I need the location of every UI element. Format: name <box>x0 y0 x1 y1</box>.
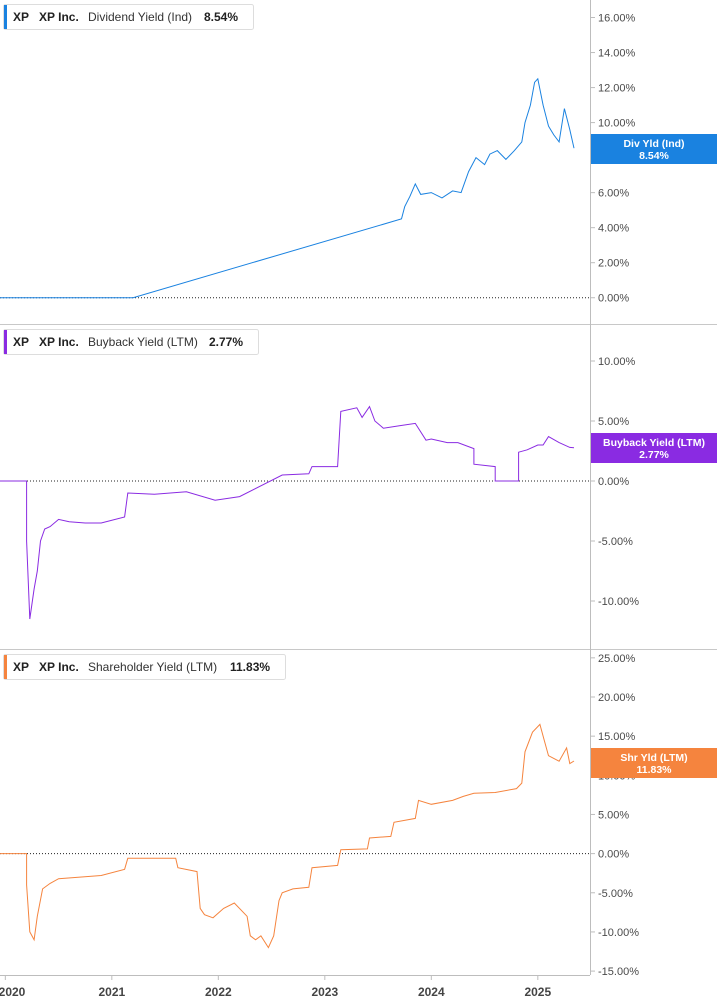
dividend-yield-panel: 16.00%14.00%12.00%10.00%8.00%6.00%4.00%2… <box>0 4 717 305</box>
buyback-tag-box <box>591 433 717 463</box>
shareholder-legend-value: 11.83% <box>230 660 270 674</box>
shareholder-y-tick-label: 5.00% <box>598 809 629 821</box>
shareholder-tag-value: 11.83% <box>636 764 672 776</box>
buyback-y-ticks: 10.00% 5.00% 0.00% -5.00% -10.00% <box>590 356 639 608</box>
x-axis-labels: 2020 2021 2022 2023 2024 2025 <box>0 975 551 999</box>
shareholder-legend[interactable]: XP XP Inc. Shareholder Yield (LTM) 11.83… <box>3 654 286 680</box>
shareholder-y-ticks: 25.00%20.00%15.00%10.00%5.00%0.00%-5.00%… <box>590 653 639 978</box>
shareholder-legend-swatch <box>4 655 7 679</box>
dividend-legend-ticker: XP <box>13 10 29 24</box>
dividend-y-tick-label: 0.00% <box>598 293 629 305</box>
dividend-y-tick-label: 10.00% <box>598 118 636 130</box>
shareholder-y-tick-label: -5.00% <box>598 888 633 900</box>
dividend-yield-line <box>0 77 575 299</box>
buyback-tag-label: Buyback Yield (LTM) <box>603 437 705 449</box>
shareholder-y-tick-label: 15.00% <box>598 731 636 743</box>
dividend-tag-box <box>591 134 717 164</box>
buyback-legend-box <box>3 329 259 355</box>
shareholder-legend-company: XP Inc. <box>39 660 79 674</box>
buyback-y-tick-label: 5.00% <box>598 416 629 428</box>
x-tick-label: 2022 <box>205 985 232 999</box>
shareholder-yield-line <box>0 723 575 949</box>
dividend-y-tick-label: 2.00% <box>598 258 629 270</box>
x-tick-label: 2024 <box>418 985 445 999</box>
dividend-y-tick-label: 12.00% <box>598 83 636 95</box>
buyback-legend-ticker: XP <box>13 335 29 349</box>
buyback-y-tick-label: -5.00% <box>598 536 633 548</box>
buyback-legend[interactable]: XP XP Inc. Buyback Yield (LTM) 2.77% <box>3 329 259 355</box>
buyback-tag-value: 2.77% <box>639 449 669 461</box>
buyback-y-tick-label: 0.00% <box>598 476 629 488</box>
x-tick-label: 2021 <box>98 985 125 999</box>
dividend-tag-label: Div Yld (Ind) <box>623 138 684 150</box>
x-tick-label: 2020 <box>0 985 26 999</box>
shareholder-y-tick-label: -15.00% <box>598 966 639 978</box>
dividend-y-tick-label: 16.00% <box>598 13 636 25</box>
dividend-legend-company: XP Inc. <box>39 10 79 24</box>
shareholder-legend-box <box>3 654 286 680</box>
buyback-legend-swatch <box>4 330 7 354</box>
dividend-value-tag: Div Yld (Ind) 8.54% <box>591 134 717 164</box>
dividend-legend-box <box>3 4 254 30</box>
dividend-y-tick-label: 14.00% <box>598 48 636 60</box>
buyback-value-tag: Buyback Yield (LTM) 2.77% <box>591 433 717 463</box>
buyback-y-tick-label: -10.00% <box>598 596 639 608</box>
shareholder-y-tick-label: -10.00% <box>598 927 639 939</box>
shareholder-value-tag: Shr Yld (LTM) 11.83% <box>591 748 717 778</box>
dividend-legend-swatch <box>4 5 7 29</box>
dividend-legend-metric: Dividend Yield (Ind) <box>88 10 192 24</box>
shareholder-yield-panel: 25.00%20.00%15.00%10.00%5.00%0.00%-5.00%… <box>0 653 717 978</box>
buyback-legend-metric: Buyback Yield (LTM) <box>88 335 198 349</box>
shareholder-y-tick-label: 25.00% <box>598 653 636 665</box>
shareholder-tag-box <box>591 748 717 778</box>
buyback-yield-line <box>0 405 575 620</box>
buyback-yield-panel: 10.00% 5.00% 0.00% -5.00% -10.00% XP XP Inc.… <box>0 329 717 620</box>
x-tick-label: 2025 <box>524 985 551 999</box>
shareholder-y-tick-label: 20.00% <box>598 692 636 704</box>
buyback-legend-company: XP Inc. <box>39 335 79 349</box>
x-tick-label: 2023 <box>311 985 338 999</box>
shareholder-y-tick-label: 0.00% <box>598 849 629 861</box>
dividend-legend-value: 8.54% <box>204 10 238 24</box>
shareholder-legend-ticker: XP <box>13 660 29 674</box>
dividend-legend[interactable]: XP XP Inc. Dividend Yield (Ind) 8.54% <box>3 4 254 30</box>
dividend-y-tick-label: 4.00% <box>598 223 629 235</box>
buyback-y-tick-label: 10.00% <box>598 356 636 368</box>
buyback-legend-value: 2.77% <box>209 335 243 349</box>
shareholder-tag-label: Shr Yld (LTM) <box>620 752 687 764</box>
shareholder-legend-metric: Shareholder Yield (LTM) <box>88 660 217 674</box>
dividend-tag-value: 8.54% <box>639 150 669 162</box>
dividend-y-tick-label: 6.00% <box>598 188 629 200</box>
